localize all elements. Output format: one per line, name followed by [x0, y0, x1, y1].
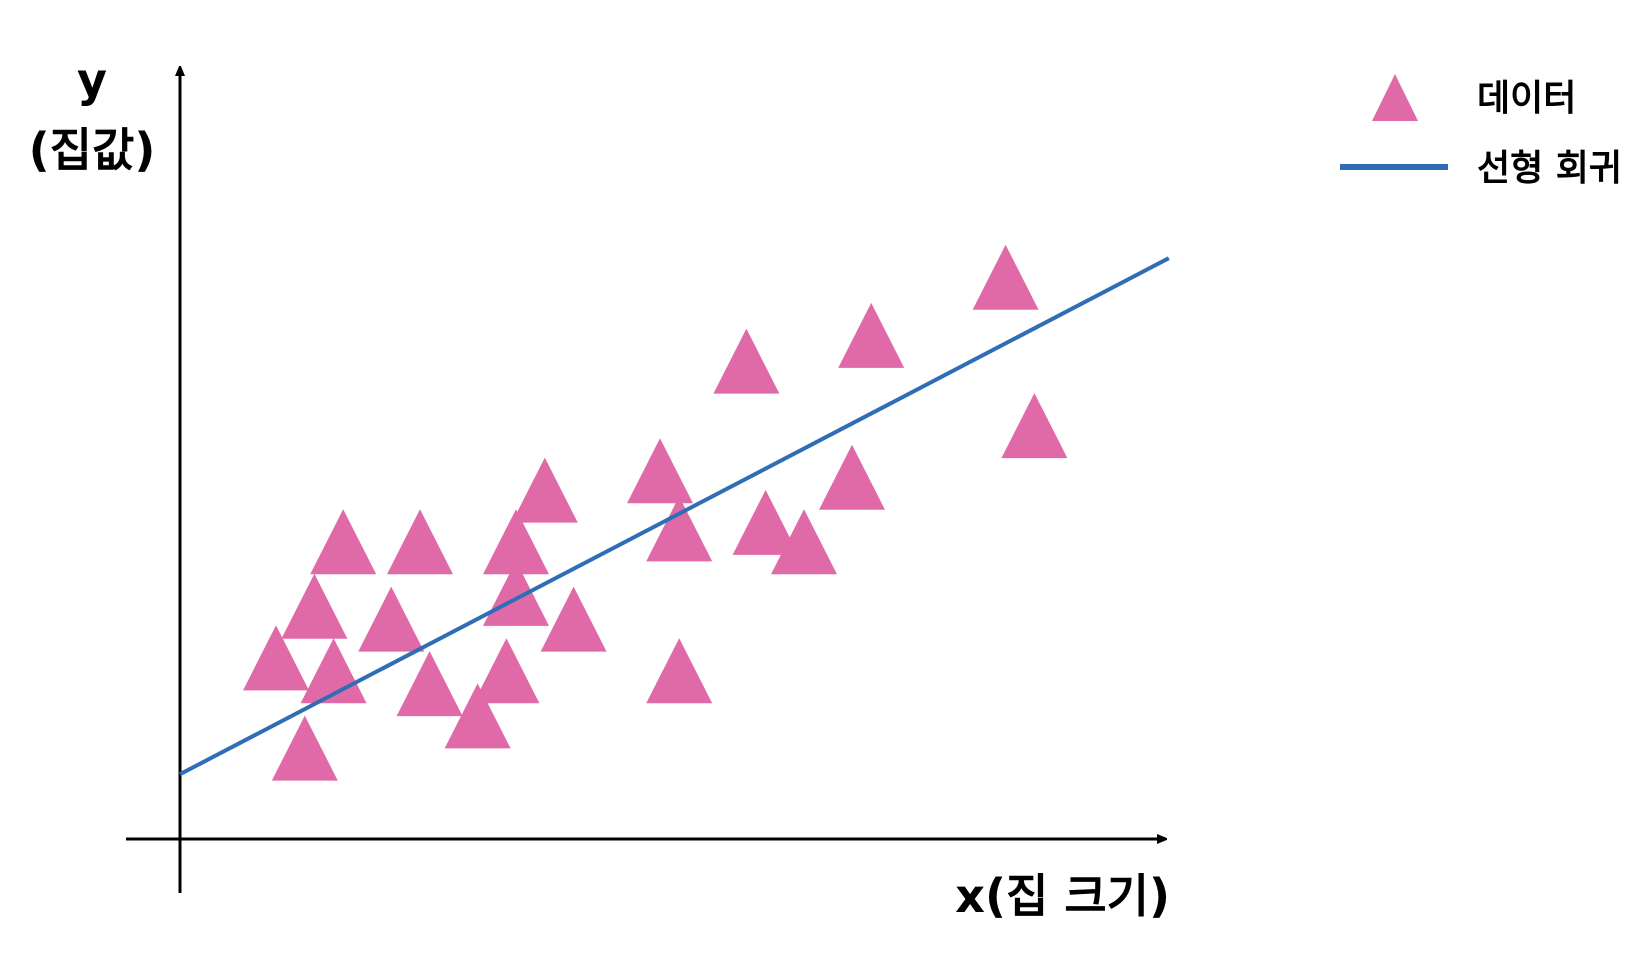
data-point-triangle-13: [540, 586, 607, 652]
legend-label-regression: 선형 회귀: [1477, 148, 1622, 189]
data-point-triangle-2: [281, 573, 348, 639]
chart-marks: [179, 244, 1170, 781]
data-point-triangle-14: [627, 438, 693, 504]
data-point-triangle-23: [1001, 393, 1068, 459]
x-axis-label: x(집 크기): [955, 869, 1170, 923]
regression-line: [179, 256, 1170, 776]
data-point-triangle-16: [646, 496, 713, 562]
data-point-triangle-8: [444, 683, 511, 749]
data-point-triangle-18: [713, 328, 780, 394]
data-point-triangle-6: [358, 586, 425, 652]
data-point-triangle-11: [483, 509, 549, 575]
data-point-triangle-20: [819, 444, 885, 510]
data-point-triangle-9: [473, 638, 540, 704]
data-point-triangle-21: [838, 302, 905, 368]
legend-triangle-marker: [1372, 74, 1418, 121]
data-point-triangle-19: [771, 509, 837, 575]
y-axis-label-line1: y: [77, 53, 107, 107]
data-point-triangle-5: [387, 509, 453, 575]
data-point-triangle-0: [271, 715, 338, 781]
data-point-triangle-22: [972, 244, 1039, 310]
legend: 데이터 선형 회귀: [1340, 74, 1622, 189]
data-point-triangle-17: [732, 489, 799, 555]
legend-label-data: 데이터: [1477, 78, 1576, 119]
data-point-triangle-4: [310, 509, 377, 575]
y-axis-label-line2: (집값): [29, 123, 156, 177]
data-point-triangle-7: [396, 651, 463, 717]
data-point-triangle-15: [646, 638, 713, 704]
data-point-triangle-1: [243, 625, 309, 691]
data-point-triangle-12: [511, 457, 578, 523]
